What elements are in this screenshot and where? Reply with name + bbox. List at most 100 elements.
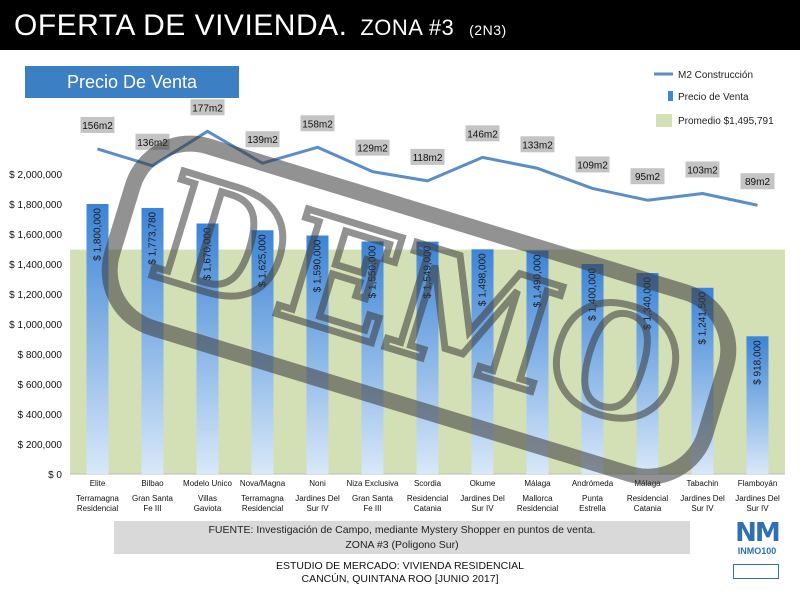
category-label: Noni	[309, 479, 326, 488]
category-label: Niza Exclusiva	[346, 479, 399, 488]
price-bar	[251, 230, 274, 474]
y-tick-label: $ 1,800,000	[9, 200, 62, 211]
category-label: Okume	[470, 479, 496, 488]
price-label: $ 1,670,000	[203, 227, 214, 280]
y-tick-label: $ 0	[48, 470, 62, 481]
price-label: $ 1,340,000	[643, 277, 654, 330]
chart-title: Precio De Venta	[25, 66, 239, 98]
price-label: $ 1,241,500	[698, 291, 709, 344]
m2-label-bg	[410, 148, 445, 165]
m2-label: 177m2	[192, 103, 223, 114]
m2-label-bg	[80, 116, 115, 133]
m2-label-bg	[355, 139, 390, 156]
m2-label-bg	[685, 161, 720, 178]
y-tick-label: $ 1,000,000	[9, 320, 62, 331]
m2-label: 139m2	[247, 135, 278, 146]
price-label: $ 1,550,000	[368, 245, 379, 298]
legend-band-swatch	[656, 114, 672, 127]
m2-label: 103m2	[687, 165, 718, 176]
y-tick-label: $ 1,200,000	[9, 290, 62, 301]
source-line-1: FUENTE: Investigación de Campo, mediante…	[208, 524, 596, 536]
subcategory-label: Residencial Catania	[627, 494, 669, 513]
price-label: $ 1,625,000	[258, 234, 269, 287]
title-bar: OFERTA DE VIVIENDA. ZONA #3 (2N3)	[0, 0, 800, 50]
y-tick-label: $ 200,000	[18, 440, 63, 451]
title-code: (2N3)	[469, 22, 507, 38]
source-note: FUENTE: Investigación de Campo, mediante…	[114, 521, 690, 554]
category-label: Scordia	[414, 479, 442, 488]
logo-box	[733, 564, 779, 579]
price-bar	[746, 336, 769, 474]
m2-label: 146m2	[467, 129, 498, 140]
subcategory-label: Terramagna Residencial	[76, 494, 119, 513]
study-line-2: CANCÚN, QUINTANA ROO [JUNIO 2017]	[301, 573, 499, 585]
m2-label: 95m2	[635, 172, 660, 183]
m2-label-bg	[520, 136, 555, 153]
m2-label: 136m2	[137, 138, 168, 149]
category-label: Modelo Unico	[183, 479, 232, 488]
category-label: Tabachin	[686, 479, 718, 488]
m2-line	[97, 129, 758, 207]
price-bar	[581, 264, 604, 474]
title-zone: ZONA #3	[360, 15, 455, 40]
m2-label: 156m2	[82, 121, 113, 132]
category-label: Bilbao	[141, 479, 164, 488]
category-label: Flamboyán	[738, 479, 778, 488]
y-tick-label: $ 800,000	[18, 350, 63, 361]
price-bar	[141, 207, 164, 475]
price-bar	[526, 250, 549, 474]
m2-label-bg	[190, 99, 225, 116]
category-label: Nova/Magna	[240, 479, 286, 488]
m2-label: 89m2	[745, 177, 770, 188]
subcategory-label: Punta Estrella	[579, 494, 606, 513]
m2-label: 109m2	[577, 160, 608, 171]
price-label: $ 1,590,000	[313, 239, 324, 292]
price-label: $ 1,490,000	[533, 254, 544, 307]
m2-label: 118m2	[413, 153, 443, 164]
category-label: Málaga	[524, 479, 551, 488]
subcategory-label: Gran Santa Fe III	[352, 494, 393, 513]
logo-brand: INMO100	[737, 546, 777, 556]
category-label: Andrómeda	[572, 479, 614, 488]
m2-label-bg	[740, 173, 775, 190]
subcategory-label: Jardines Del Sur IV	[295, 494, 340, 513]
legend-bar-label: Precio de Venta	[678, 92, 749, 103]
price-bar	[306, 235, 329, 474]
y-tick-label: $ 1,600,000	[9, 230, 62, 241]
subcategory-label: Jardines Del Sur IV	[460, 494, 505, 513]
price-label: $ 1,773,780	[148, 211, 159, 264]
y-tick-label: $ 600,000	[18, 380, 63, 391]
subcategory-label: Jardines Del Sur IV	[735, 494, 780, 513]
m2-label: 133m2	[522, 140, 553, 151]
legend-bar-swatch	[668, 91, 673, 101]
m2-label: 158m2	[302, 119, 333, 130]
legend-line-label: M2 Construcción	[678, 70, 753, 81]
price-label: $ 1,498,000	[478, 253, 489, 306]
subcategory-label: Terramagna Residencial	[241, 494, 284, 513]
m2-label-bg	[630, 168, 665, 185]
y-tick-label: $ 2,000,000	[9, 170, 62, 181]
price-label: $ 1,549,000	[423, 245, 434, 298]
subcategory-label: Jardines Del Sur IV	[680, 494, 725, 513]
subcategory-label: Mallorca Residencial	[517, 494, 559, 513]
price-label: $ 918,000	[753, 340, 764, 385]
title-main: OFERTA DE VIVIENDA.	[14, 9, 348, 42]
price-bar	[471, 249, 494, 474]
price-bar	[636, 273, 659, 474]
source-line-2: ZONA #3 (Poligono Sur)	[345, 539, 459, 551]
study-line-1: ESTUDIO DE MERCADO: VIVIENDA RESIDENCIAL	[276, 560, 524, 572]
price-label: $ 1,400,000	[588, 268, 599, 321]
study-caption: ESTUDIO DE MERCADO: VIVIENDA RESIDENCIAL…	[200, 560, 600, 586]
m2-label-bg	[465, 125, 500, 142]
m2-label-bg	[300, 115, 335, 132]
subcategory-label: Gran Santa Fe III	[132, 494, 173, 513]
page-title: OFERTA DE VIVIENDA. ZONA #3 (2N3)	[14, 9, 507, 43]
price-label: $ 1,800,000	[93, 208, 104, 261]
m2-label-bg	[575, 156, 610, 173]
m2-label-bg	[245, 131, 280, 148]
logo-mark: NM	[735, 518, 781, 548]
m2-label: 129m2	[357, 144, 388, 155]
legend-band-label: Promedio $1,495,791	[678, 116, 774, 127]
price-bar	[361, 241, 384, 474]
